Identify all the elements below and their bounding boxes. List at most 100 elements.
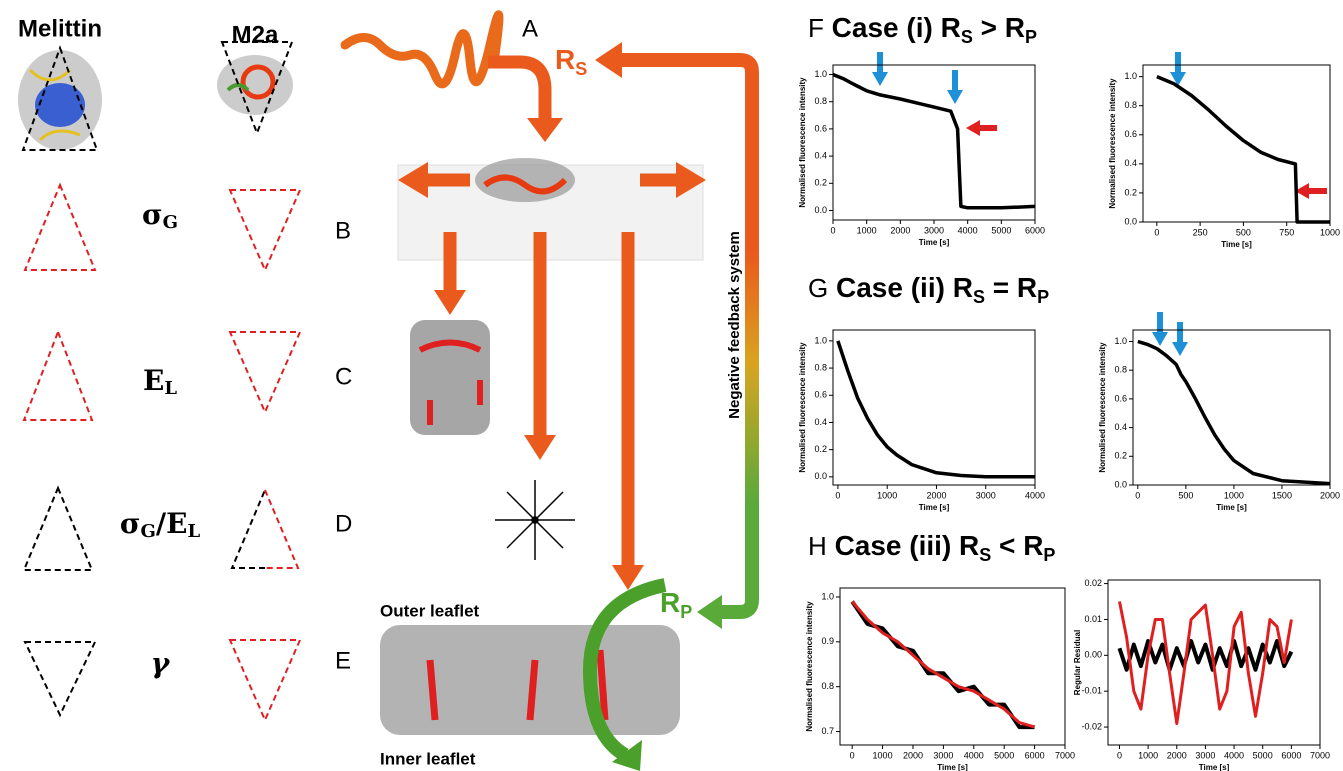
y-tick-label: 0.4 <box>814 150 827 160</box>
y-tick-label: 0.0 <box>1114 479 1127 489</box>
title-part: P <box>1025 27 1037 47</box>
y-tick-label: 0.6 <box>814 390 827 400</box>
y-tick-label: -0.02 <box>1081 721 1102 731</box>
burst <box>495 480 575 560</box>
leaflet-label: Inner leaflet <box>380 749 476 768</box>
y-tick-label: 0.2 <box>1124 187 1137 197</box>
data-line <box>1157 77 1330 222</box>
x-tick-label: 3000 <box>976 490 996 500</box>
y-tick-label: 1.0 <box>814 335 827 345</box>
x-axis-label: Time [s] <box>1216 503 1247 512</box>
x-tick-label: 4000 <box>958 225 978 235</box>
x-tick-label: 1000 <box>1138 750 1158 760</box>
x-axis-label: Time [s] <box>937 763 968 771</box>
x-tick-label: 7000 <box>1055 750 1075 760</box>
title-part: P <box>1043 545 1055 565</box>
title-part: S <box>973 287 985 307</box>
title-part: < R <box>991 530 1043 561</box>
title-part: S <box>979 545 991 565</box>
x-axis-label: Time [s] <box>919 503 950 512</box>
rate-label: RP <box>660 587 692 621</box>
x-tick-label: 1000 <box>1320 227 1340 237</box>
arrowhead <box>595 42 622 78</box>
y-tick-label: 0.2 <box>1114 451 1127 461</box>
data-line <box>833 75 1035 208</box>
x-tick-label: 5000 <box>991 225 1011 235</box>
spacer <box>828 272 836 303</box>
x-tick-label: 0 <box>1117 750 1122 760</box>
spacer <box>824 12 832 43</box>
y-tick-label: 0.2 <box>814 178 827 188</box>
y-axis-label: Normalised fluorescence intensity <box>805 601 814 732</box>
row-label: γ <box>151 647 171 680</box>
arrowhead <box>697 595 722 629</box>
row-label: σG <box>142 198 178 234</box>
y-tick-label: 0.8 <box>814 362 827 372</box>
y-tick-label: 0.0 <box>814 205 827 215</box>
y-axis-label: Regular Residual <box>1073 630 1082 695</box>
y-tick-label: 0.6 <box>1124 129 1137 139</box>
x-tick-label: 2000 <box>890 225 910 235</box>
x-tick-label: 1500 <box>1272 490 1292 500</box>
y-tick-label: 0.6 <box>814 123 827 133</box>
y-tick-label: 0.02 <box>1084 578 1102 588</box>
y-tick-label: 1.0 <box>1114 336 1127 346</box>
x-tick-label: 3000 <box>933 750 953 760</box>
x-tick-label: 2000 <box>1320 490 1340 500</box>
panel-title: H Case (iii) RS < RP <box>808 530 1055 564</box>
data-line <box>838 341 1035 477</box>
panel-letter: A <box>522 15 538 42</box>
arrows <box>425 62 680 565</box>
peptide <box>345 15 499 84</box>
x-tick-label: 500 <box>1236 227 1251 237</box>
x-tick-label: 5000 <box>1253 750 1273 760</box>
x-tick-label: 3000 <box>1195 750 1215 760</box>
feedback-label: Negative feedback system <box>726 231 743 419</box>
x-tick-label: 0 <box>1154 227 1159 237</box>
y-axis-label: Normalised fluorescence intensity <box>798 77 807 208</box>
header: M2a <box>232 21 279 48</box>
y-tick-label: -0.01 <box>1081 686 1102 696</box>
x-tick-label: 2000 <box>1167 750 1187 760</box>
x-tick-label: 1000 <box>873 750 893 760</box>
y-tick-label: 0.7 <box>821 726 834 736</box>
x-tick-label: 250 <box>1193 227 1208 237</box>
y-tick-label: 0.8 <box>1114 365 1127 375</box>
title-part: Case (i) R <box>832 12 961 43</box>
panel-title: G Case (ii) RS = RP <box>808 272 1049 306</box>
data-line <box>852 602 1034 728</box>
title-part: Case (ii) R <box>836 272 973 303</box>
y-tick-label: 0.0 <box>814 471 827 481</box>
melittin-structure <box>18 48 102 150</box>
x-axis-label: Time [s] <box>1199 763 1230 771</box>
y-tick-label: 0.8 <box>1124 100 1137 110</box>
y-tick-label: 0.2 <box>814 444 827 454</box>
annotation-arrows <box>872 52 1327 356</box>
title-part: P <box>1037 287 1049 307</box>
y-tick-label: 0.4 <box>1114 422 1127 432</box>
y-tick-label: 1.0 <box>814 69 827 79</box>
panel-letter: B <box>335 217 351 244</box>
y-tick-label: 0.8 <box>821 681 834 691</box>
row-label: EL <box>143 364 177 400</box>
x-tick-label: 0 <box>830 225 835 235</box>
x-tick-label: 2000 <box>903 750 923 760</box>
x-tick-label: 7000 <box>1310 750 1330 760</box>
m2a-structure <box>217 42 293 133</box>
y-tick-label: 0.00 <box>1084 650 1102 660</box>
y-tick-label: 1.0 <box>821 591 834 601</box>
title-part: Case (iii) R <box>835 530 980 561</box>
panel-title: F Case (i) RS > RP <box>808 12 1037 46</box>
x-tick-label: 1000 <box>877 490 897 500</box>
x-tick-label: 3000 <box>924 225 944 235</box>
title-part: > R <box>973 12 1025 43</box>
row-label: σG/EL <box>120 507 201 543</box>
x-tick-label: 4000 <box>1025 490 1045 500</box>
x-tick-label: 0 <box>1135 490 1140 500</box>
x-tick-label: 4000 <box>1224 750 1244 760</box>
plot-frame <box>840 588 1065 745</box>
y-axis-label: Normalised fluorescence intensity <box>798 342 807 473</box>
y-axis-label: Normalised fluorescence intensity <box>1108 78 1117 209</box>
y-tick-label: 0.4 <box>814 417 827 427</box>
pore <box>410 320 490 435</box>
